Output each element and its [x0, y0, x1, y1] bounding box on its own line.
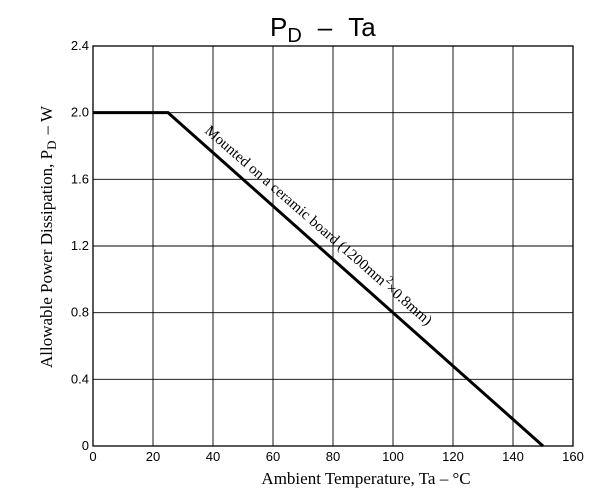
- y-tick-label: 0.8: [71, 305, 89, 320]
- grid: [93, 46, 573, 446]
- y-axis-label-main: Allowable Power Dissipation, P: [37, 150, 56, 368]
- series-annotation: Mounted on a ceramic board (1200mm2×0.8m…: [201, 120, 437, 329]
- title-dash: –: [318, 12, 333, 42]
- chart-title: PD – Ta: [270, 12, 376, 47]
- x-tick-label: 160: [562, 449, 584, 464]
- x-axis-label: Ambient Temperature, Ta – °C: [261, 469, 470, 488]
- y-tick-label: 1.6: [71, 171, 89, 186]
- x-tick-label: 140: [502, 449, 524, 464]
- annotation-tail: ×0.8mm): [383, 280, 435, 329]
- annotation-main: Mounted on a ceramic board (1200mm: [201, 123, 389, 289]
- y-tick-label: 2.4: [71, 38, 89, 53]
- series: [93, 111, 544, 448]
- x-tick-label: 20: [146, 449, 160, 464]
- x-tick-label: 40: [206, 449, 220, 464]
- y-tick-label: 0: [82, 438, 89, 453]
- x-tick-label: 120: [442, 449, 464, 464]
- title-sub-d: D: [287, 25, 301, 47]
- y-tick-label: 2.0: [71, 105, 89, 120]
- title-p: P: [270, 12, 287, 42]
- y-axis-label: Allowable Power Dissipation, PD – W: [37, 105, 59, 368]
- y-axis-label-sub: D: [44, 140, 59, 149]
- x-tick-label: 60: [266, 449, 280, 464]
- tick-labels: 0 20 40 60 80 100 120 140 160 0 0.4 0.8 1.2 1.6 2.0 2.4: [71, 38, 584, 464]
- derating-line: [93, 111, 544, 448]
- y-tick-label: 0.4: [71, 371, 89, 386]
- x-tick-label: 100: [382, 449, 404, 464]
- y-axis-label-unit: – W: [37, 105, 56, 135]
- x-tick-label: 80: [326, 449, 340, 464]
- x-tick-label: 0: [89, 449, 96, 464]
- plot-frame: [92, 45, 574, 447]
- title-ta: Ta: [348, 12, 376, 42]
- y-tick-label: 1.2: [71, 238, 89, 253]
